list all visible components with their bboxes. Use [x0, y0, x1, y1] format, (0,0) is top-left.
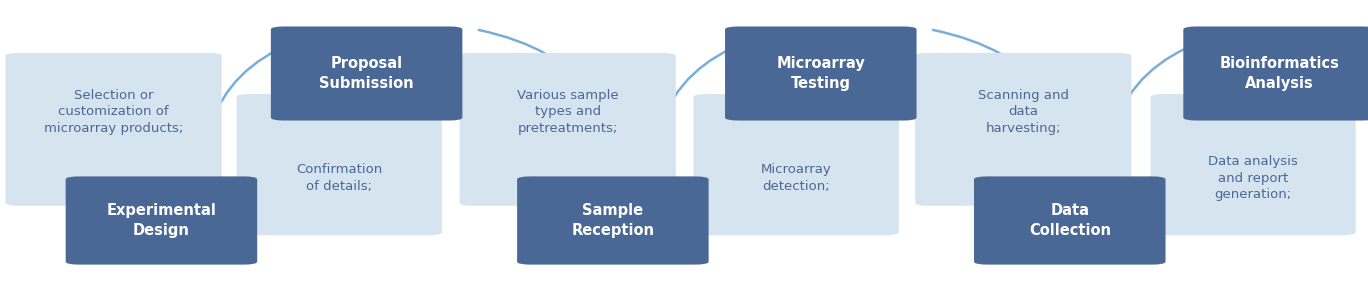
FancyBboxPatch shape: [66, 176, 257, 265]
Text: Various sample
types and
pretreatments;: Various sample types and pretreatments;: [517, 89, 618, 135]
Text: Data
Collection: Data Collection: [1029, 203, 1111, 238]
FancyBboxPatch shape: [694, 94, 899, 235]
FancyBboxPatch shape: [1150, 94, 1356, 235]
Text: Microarray
Testing: Microarray Testing: [777, 56, 865, 91]
Text: Bioinformatics
Analysis: Bioinformatics Analysis: [1219, 56, 1339, 91]
FancyBboxPatch shape: [725, 26, 917, 121]
Text: Microarray
detection;: Microarray detection;: [761, 163, 832, 193]
Text: Experimental
Design: Experimental Design: [107, 203, 216, 238]
FancyBboxPatch shape: [974, 176, 1166, 265]
FancyBboxPatch shape: [271, 26, 462, 121]
FancyBboxPatch shape: [5, 53, 222, 206]
Text: Selection or
customization of
microarray products;: Selection or customization of microarray…: [44, 89, 183, 135]
Text: Sample
Reception: Sample Reception: [572, 203, 654, 238]
Text: Scanning and
data
harvesting;: Scanning and data harvesting;: [978, 89, 1068, 135]
FancyBboxPatch shape: [460, 53, 676, 206]
FancyBboxPatch shape: [517, 176, 709, 265]
FancyBboxPatch shape: [237, 94, 442, 235]
Text: Data analysis
and report
generation;: Data analysis and report generation;: [1208, 155, 1298, 201]
Text: Proposal
Submission: Proposal Submission: [319, 56, 415, 91]
FancyBboxPatch shape: [915, 53, 1131, 206]
FancyBboxPatch shape: [1183, 26, 1368, 121]
Text: Confirmation
of details;: Confirmation of details;: [295, 163, 383, 193]
